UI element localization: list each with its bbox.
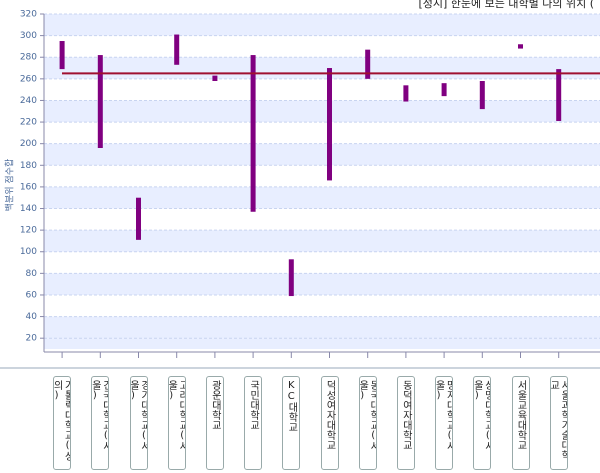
y-tick-label: 260 xyxy=(20,74,37,84)
range-bar xyxy=(288,259,294,297)
range-bar xyxy=(365,49,371,79)
x-tick-label: 동덕여자대학교 xyxy=(396,376,415,470)
y-tick-label: 20 xyxy=(26,334,38,344)
x-tick-label: 국민대학교 xyxy=(244,376,263,470)
band xyxy=(44,316,600,339)
y-tick-label: 100 xyxy=(20,247,37,257)
y-tick-label: 120 xyxy=(20,226,37,236)
band xyxy=(44,14,600,36)
y-tick-label: 80 xyxy=(26,269,38,279)
band xyxy=(44,143,600,166)
band xyxy=(44,230,600,252)
x-tick-label: 서울과학기술대학교 xyxy=(549,376,568,470)
y-tick-label: 240 xyxy=(20,96,37,106)
x-tick-label: 동국대학교(서울) xyxy=(358,376,377,470)
band xyxy=(44,273,600,295)
y-tick-label: 280 xyxy=(20,53,37,63)
x-tick-label: KC대학교 xyxy=(282,376,301,470)
y-axis-title: 백분위 점수합 xyxy=(4,159,16,212)
x-tick-label: 가톨릭대학교(성의) xyxy=(53,376,72,470)
band xyxy=(44,186,600,209)
x-tick-label: 경기대학교(서울) xyxy=(129,376,148,470)
range-bar xyxy=(556,69,562,121)
y-tick-label: 40 xyxy=(26,312,38,322)
range-bar xyxy=(59,41,65,70)
range-bar xyxy=(136,197,141,240)
range-bar xyxy=(479,81,485,110)
x-tick-label: 서울교육대학교 xyxy=(511,376,530,470)
range-bar xyxy=(441,83,447,97)
x-tick-label: 덕성여자대학교 xyxy=(320,376,339,470)
range-bar xyxy=(250,55,256,212)
range-bar xyxy=(518,44,523,49)
x-tick-label: 광운대학교 xyxy=(205,376,224,470)
band xyxy=(44,57,600,79)
y-tick-label: 300 xyxy=(20,31,37,41)
range-bar xyxy=(212,75,218,81)
range-bar xyxy=(174,34,180,65)
y-tick-label: 60 xyxy=(26,290,38,300)
y-tick-label: 160 xyxy=(20,182,37,192)
range-bar xyxy=(97,55,103,149)
range-bar xyxy=(403,85,409,102)
y-tick-label: 140 xyxy=(20,204,37,214)
band xyxy=(44,100,600,123)
x-tick-label: 상명대학교(서울) xyxy=(473,376,492,470)
y-tick-label: 320 xyxy=(20,10,37,20)
range-bar xyxy=(327,68,332,181)
x-tick-label: 명지대학교(서울) xyxy=(435,376,454,470)
y-tick-label: 180 xyxy=(20,161,37,171)
y-tick-label: 200 xyxy=(20,139,37,149)
chart-title: [정시] 한눈에 보는 대학별 나의 위치 ( xyxy=(418,0,594,10)
x-tick-label: 고려대학교(서울) xyxy=(167,376,186,470)
y-tick-label: 220 xyxy=(20,118,37,128)
x-tick-label: 건국대학교(서울) xyxy=(91,376,110,470)
band xyxy=(44,338,600,349)
